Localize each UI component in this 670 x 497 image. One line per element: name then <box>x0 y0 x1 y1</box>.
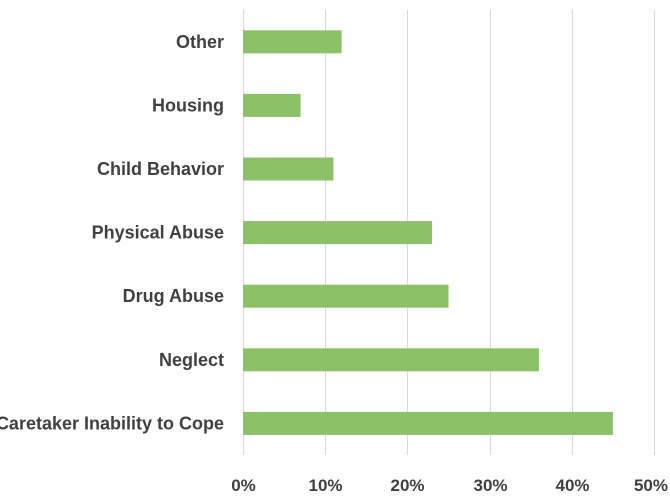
bar-other <box>243 30 342 54</box>
category-label: Drug Abuse <box>123 286 224 306</box>
x-axis-tick-labels: 0% 10% 20% 30% 40% 50% <box>231 476 668 495</box>
category-labels: Other Housing Child Behavior Physical Abuse… <box>0 32 224 434</box>
bars <box>243 30 613 435</box>
category-label: Housing <box>152 95 224 115</box>
bar-drug-abuse <box>243 284 449 308</box>
x-tick-label: 20% <box>390 476 424 495</box>
x-tick-label: 0% <box>231 476 256 495</box>
category-label: Neglect <box>159 350 224 370</box>
category-label: Caretaker Inability to Cope <box>0 413 224 433</box>
category-label: Physical Abuse <box>92 223 224 243</box>
x-tick-label: 10% <box>308 476 342 495</box>
bar-housing <box>243 93 301 117</box>
bar-neglect <box>243 348 539 372</box>
bar-child-behavior <box>243 157 334 181</box>
bar-physical-abuse <box>243 221 433 245</box>
x-tick-label: 40% <box>555 476 589 495</box>
bar-caretaker-inability-to-cope <box>243 411 613 435</box>
category-label: Other <box>176 32 224 52</box>
x-tick-label: 50% <box>634 476 668 495</box>
x-tick-label: 30% <box>473 476 507 495</box>
category-label: Child Behavior <box>97 159 224 179</box>
